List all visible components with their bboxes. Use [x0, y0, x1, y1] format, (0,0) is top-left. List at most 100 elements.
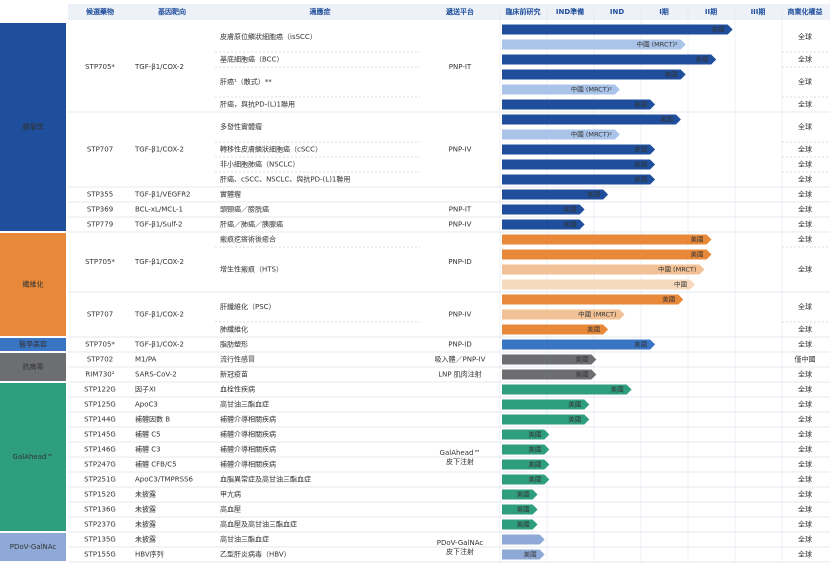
area-cell	[0, 533, 66, 561]
target: TGF-β1/COX-2	[134, 146, 184, 154]
pipeline-bar	[502, 264, 705, 275]
pipeline-bar	[502, 129, 620, 140]
bar-label: 美國	[564, 205, 577, 214]
indication: 肝纖維化（PSC）	[220, 302, 276, 311]
bar-label: 中國 (MRCT)	[578, 310, 616, 319]
bar-label: 美國	[634, 160, 647, 169]
bar-label: 美國	[634, 100, 647, 109]
target: ApoC3/TMPRSS6	[135, 476, 194, 484]
target: HBV序列	[135, 550, 164, 559]
bar-label: 美國	[528, 445, 541, 454]
drug-name: STP155G	[84, 551, 116, 559]
pipeline-bar	[502, 324, 609, 335]
bar-label: 中國	[674, 280, 687, 289]
drug-name: STP369	[87, 206, 113, 214]
rights: 全球	[798, 475, 812, 484]
area-label: 纖維化	[23, 280, 44, 289]
pipeline-bar	[502, 219, 585, 230]
bar-label: 美國	[691, 250, 704, 259]
target: 因子XI	[135, 386, 156, 394]
drug-name: STP144G	[84, 416, 116, 424]
indication: 肝癌、cSCC、NSCLC、與抗PD-(L)1聯用	[220, 175, 350, 184]
area-label: 腫瘤學	[23, 122, 44, 131]
column-header: I期	[659, 7, 669, 16]
column-header: 臨床前研究	[506, 7, 541, 16]
target: M1/PA	[135, 356, 157, 364]
rights: 全球	[798, 535, 812, 544]
indication: 增生性瘢痕（HTS）	[220, 265, 283, 274]
pipeline-bar	[502, 549, 545, 560]
pipeline-bar	[502, 309, 625, 320]
bar-label: 中國 (MRCT)	[658, 265, 696, 274]
pipeline-bar	[502, 489, 538, 500]
area-label: 抗病毒	[23, 362, 44, 371]
pipeline-bar	[502, 159, 656, 170]
drug-name: STP251G	[84, 476, 116, 484]
target: 未披露	[135, 490, 156, 499]
platform: PNP-IV	[449, 221, 472, 229]
platform: 吸入體／PNP-IV	[435, 355, 486, 364]
indication: 肺纖維化	[220, 325, 248, 334]
bar-label: 中國 (MRCT)²	[571, 85, 612, 94]
drug-name: STP125G	[84, 401, 116, 409]
column-header: 候選藥物	[86, 7, 114, 16]
indication: 頭頸癌／膀胱癌	[220, 205, 269, 214]
pipeline-bar	[502, 114, 681, 125]
indication: 肝癌，與抗PD-(L)1聯用	[220, 100, 295, 109]
target: 補體 CFB/C5	[135, 460, 177, 469]
bar-label: 美國	[634, 340, 647, 349]
pipeline-bar	[502, 354, 597, 365]
pipeline-bar	[502, 294, 684, 305]
drug-name: STP705*	[85, 63, 115, 71]
rights: 全球	[798, 302, 812, 311]
bar-label: 美國	[634, 175, 647, 184]
rights: 全球	[798, 145, 812, 154]
target: TGF-β1/COX-2	[134, 341, 184, 349]
platform: PDoV-GalNAc 皮下注射	[437, 539, 484, 556]
bar-label: 美國	[517, 505, 530, 514]
indication: 補體介導相關疾病	[220, 430, 276, 439]
drug-name: STP135G	[84, 536, 116, 544]
indication: 流行性感冒	[220, 355, 255, 364]
platform: PNP-IT	[449, 206, 472, 214]
platform: PNP-ID	[448, 258, 472, 266]
rights: 全球	[798, 77, 812, 86]
target: TGF-β1/COX-2	[134, 258, 184, 266]
pipeline-bar	[502, 39, 686, 50]
area-cell	[0, 23, 66, 231]
rights: 全球	[798, 430, 812, 439]
rights: 全球	[798, 220, 812, 229]
platform: PNP-IT	[449, 63, 472, 71]
platform: PNP-ID	[448, 341, 472, 349]
rights: 全球	[798, 122, 812, 131]
column-header: III期	[751, 7, 766, 16]
target: TGF-β1/Sulf-2	[134, 221, 182, 229]
bar-label: 美國	[660, 115, 673, 124]
bar-label: 美國	[528, 460, 541, 469]
pipeline-bar	[502, 234, 712, 245]
bar-label: 美國	[691, 235, 704, 244]
indication: 多發性實體瘤	[220, 122, 262, 131]
pipeline-bar	[502, 414, 590, 425]
rights: 全球	[798, 205, 812, 214]
drug-name: STP152G	[84, 491, 116, 499]
column-header: 基因靶向	[157, 7, 186, 16]
bar-label: 美國	[528, 430, 541, 439]
rights: 全球	[798, 445, 812, 454]
drug-name: STP705*	[85, 258, 115, 266]
bar-label: 美國	[611, 385, 624, 394]
bar-label: 美國	[634, 145, 647, 154]
column-header: IND	[610, 8, 624, 16]
indication: 轉移性皮膚鱗狀細胞癌（cSCC）	[220, 145, 322, 154]
indication: 補體介導相關疾病	[220, 445, 276, 454]
rights: 全球	[798, 385, 812, 394]
platform: LNP 肌肉注射	[438, 370, 482, 379]
target: 補體因數 B	[135, 415, 170, 424]
drug-name: STP237G	[84, 521, 116, 529]
drug-name: STP705*	[85, 341, 115, 349]
rights: 全球	[798, 490, 812, 499]
indication: 甲亢病	[220, 490, 241, 499]
rights: 全球	[798, 55, 812, 64]
rights: 全球	[798, 190, 812, 199]
